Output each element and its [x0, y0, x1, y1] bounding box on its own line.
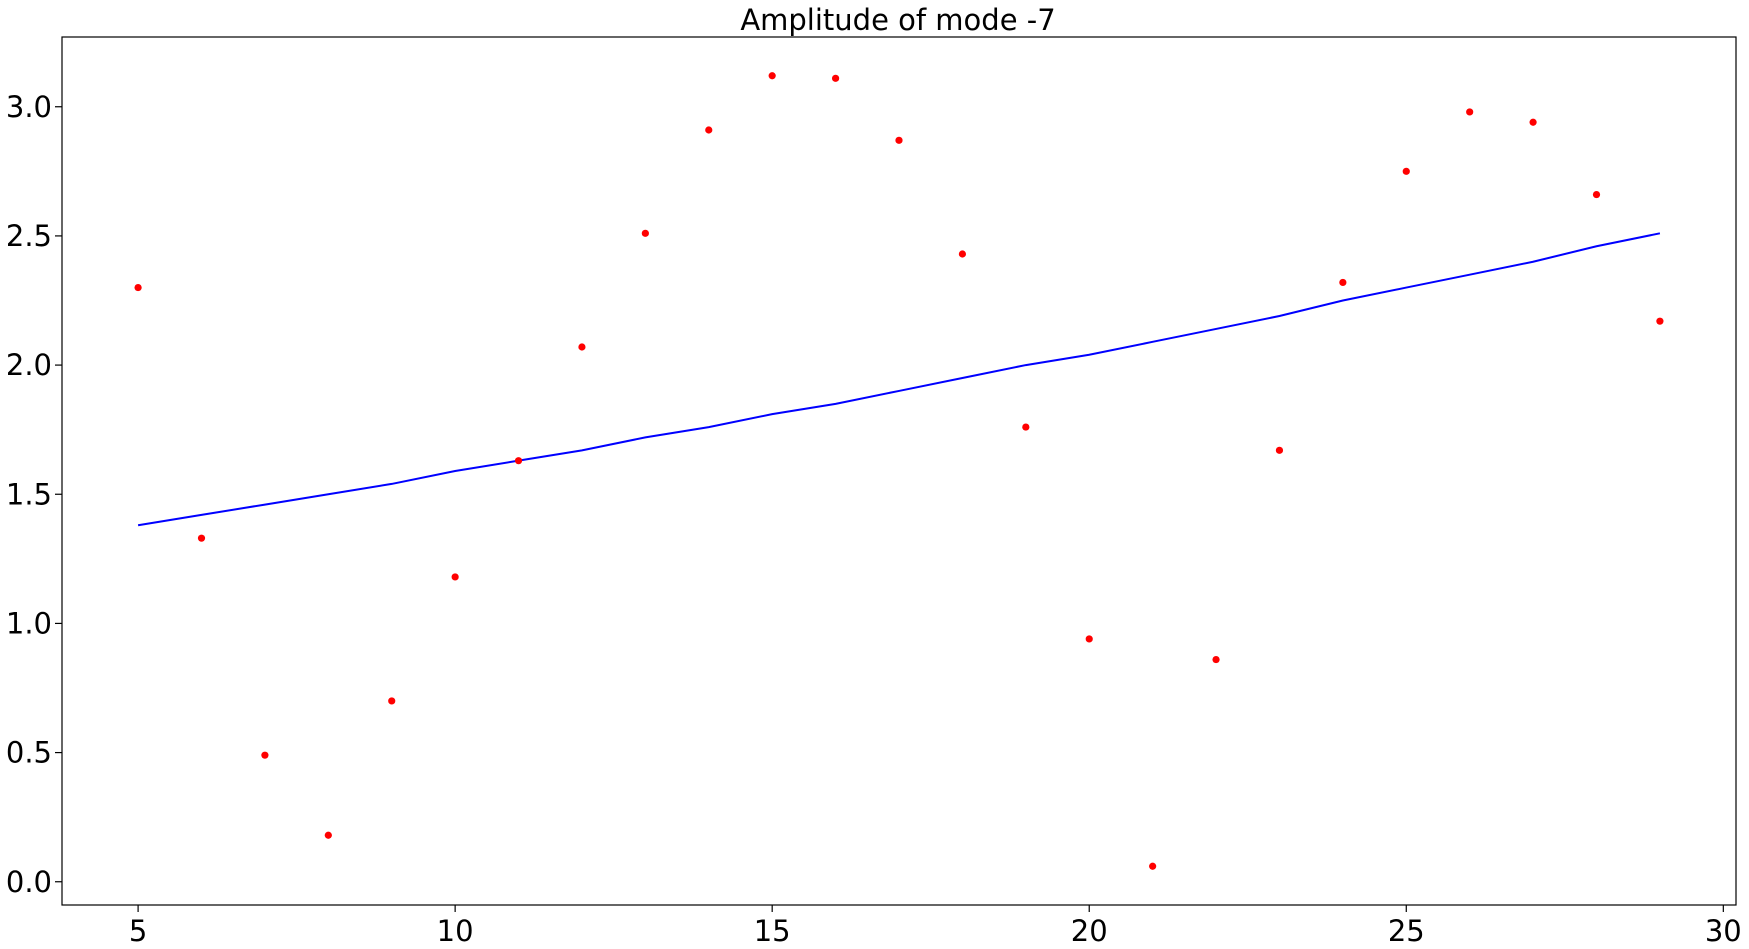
data-point [1466, 108, 1474, 116]
data-point [261, 751, 269, 759]
x-tick-label: 5 [129, 914, 147, 948]
data-point [197, 534, 206, 542]
data-point [705, 126, 713, 134]
data-point [1339, 278, 1347, 287]
data-point [514, 457, 523, 465]
y-tick-label: 0.5 [6, 736, 52, 770]
y-tick-label: 1.0 [6, 606, 52, 640]
axes: 5 10 15 20 25 30 0.0 0.5 1.0 1.5 2.0 2.5 3.0 [6, 90, 1742, 948]
data-point [451, 573, 459, 581]
y-tick-label: 1.5 [6, 477, 52, 511]
data-point [134, 283, 142, 292]
y-tick-label: 0.0 [6, 865, 52, 899]
data-point [1529, 118, 1537, 126]
data-point [1275, 446, 1284, 454]
data-point [1212, 655, 1220, 664]
data-point [578, 343, 586, 351]
x-tick-label: 20 [1071, 914, 1108, 948]
data-point [895, 136, 903, 144]
plot-frame [61, 36, 1737, 906]
data-point [1149, 862, 1157, 870]
y-tick-label: 3.0 [6, 90, 52, 124]
data-point [324, 831, 332, 839]
x-tick-label: 30 [1705, 914, 1742, 948]
data-point [1656, 317, 1664, 325]
y-tick-label: 2.0 [6, 348, 52, 382]
data-point [958, 250, 967, 258]
data-point [1022, 423, 1030, 431]
data-point [641, 229, 649, 237]
data-point [1402, 167, 1410, 175]
data-point [831, 74, 840, 82]
data-point [388, 697, 396, 705]
data-point [1085, 635, 1093, 643]
data-point [1592, 190, 1601, 199]
plot-area [134, 72, 1664, 870]
fit-line [137, 232, 1661, 527]
chart-title: Amplitude of mode -7 [740, 3, 1055, 37]
y-tick-label: 2.5 [6, 219, 52, 253]
data-point [768, 72, 776, 80]
x-tick-label: 10 [437, 914, 474, 948]
x-tick-label: 25 [1388, 914, 1425, 948]
x-tick-label: 15 [754, 914, 791, 948]
